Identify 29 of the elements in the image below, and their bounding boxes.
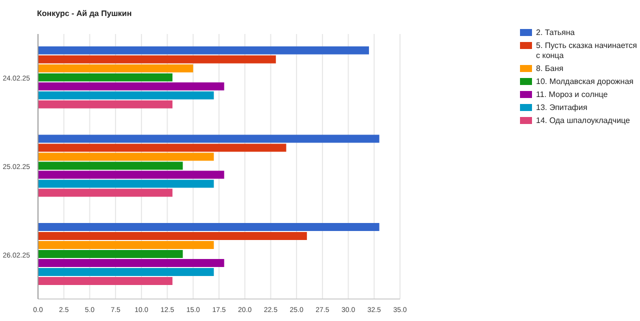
bar xyxy=(38,152,214,161)
bar xyxy=(38,64,194,72)
bar xyxy=(38,162,183,170)
legend-label: 8. Баня xyxy=(536,64,564,74)
bar xyxy=(38,250,183,258)
bar xyxy=(38,268,214,276)
bar xyxy=(38,55,276,64)
legend-label: 2. Татьяна xyxy=(536,28,575,38)
bar xyxy=(38,82,224,90)
legend-label: 10. Молдавская дорожная xyxy=(536,77,634,87)
bar xyxy=(38,144,286,152)
bar xyxy=(38,73,172,82)
legend-label: 11. Мороз и солнце xyxy=(536,90,608,100)
bar xyxy=(38,170,224,179)
chart-title: Конкурс - Ай да Пушкин xyxy=(37,9,132,18)
bar xyxy=(38,91,214,100)
bar xyxy=(38,259,224,268)
bar xyxy=(38,180,214,188)
bar xyxy=(38,46,369,54)
bar xyxy=(38,188,172,197)
legend-label: 14. Ода шпалоукладчице xyxy=(536,116,630,126)
bar xyxy=(38,223,380,232)
bar xyxy=(38,277,172,286)
legend-label: 13. Эпитафия xyxy=(536,103,588,113)
legend-label: 5. Пусть сказка начинается с конца xyxy=(536,41,638,61)
bar xyxy=(38,241,214,250)
bar xyxy=(38,134,380,143)
bar xyxy=(38,100,172,108)
bar xyxy=(38,232,307,240)
